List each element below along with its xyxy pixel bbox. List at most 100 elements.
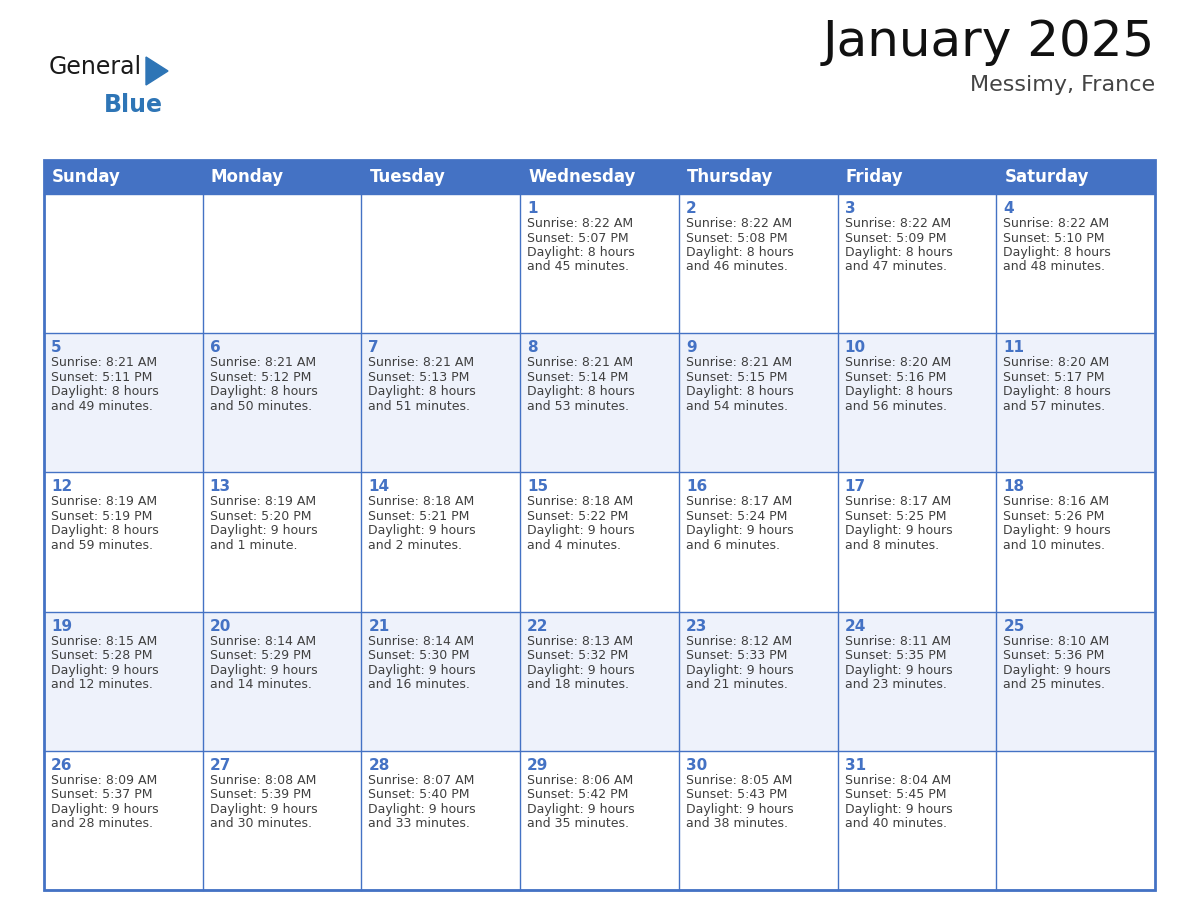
Text: 9: 9: [685, 341, 696, 355]
Text: Sunrise: 8:13 AM: Sunrise: 8:13 AM: [527, 634, 633, 647]
Text: Sunset: 5:07 PM: Sunset: 5:07 PM: [527, 231, 628, 244]
Text: 10: 10: [845, 341, 866, 355]
Text: Blue: Blue: [105, 93, 163, 117]
Bar: [44, 333, 1155, 473]
Text: 16: 16: [685, 479, 707, 495]
Text: Daylight: 9 hours: Daylight: 9 hours: [527, 803, 634, 816]
Text: and 51 minutes.: and 51 minutes.: [368, 399, 470, 413]
Bar: [520, 160, 678, 194]
Text: Sunset: 5:43 PM: Sunset: 5:43 PM: [685, 789, 788, 801]
Text: 3: 3: [845, 201, 855, 216]
Text: Sunrise: 8:07 AM: Sunrise: 8:07 AM: [368, 774, 475, 787]
Text: and 47 minutes.: and 47 minutes.: [845, 261, 947, 274]
Text: Daylight: 9 hours: Daylight: 9 hours: [368, 803, 476, 816]
Text: and 30 minutes.: and 30 minutes.: [210, 817, 311, 830]
Text: Daylight: 9 hours: Daylight: 9 hours: [845, 803, 953, 816]
Text: Daylight: 8 hours: Daylight: 8 hours: [210, 386, 317, 398]
Text: Sunset: 5:17 PM: Sunset: 5:17 PM: [1004, 371, 1105, 384]
Text: Tuesday: Tuesday: [369, 168, 446, 186]
Text: Daylight: 9 hours: Daylight: 9 hours: [685, 524, 794, 537]
Bar: [44, 160, 1155, 890]
Text: and 2 minutes.: and 2 minutes.: [368, 539, 462, 552]
Text: and 28 minutes.: and 28 minutes.: [51, 817, 153, 830]
Text: Daylight: 9 hours: Daylight: 9 hours: [210, 524, 317, 537]
Text: and 16 minutes.: and 16 minutes.: [368, 678, 470, 691]
Text: and 18 minutes.: and 18 minutes.: [527, 678, 630, 691]
Text: Sunrise: 8:22 AM: Sunrise: 8:22 AM: [1004, 217, 1110, 230]
Text: Sunrise: 8:08 AM: Sunrise: 8:08 AM: [210, 774, 316, 787]
Text: and 40 minutes.: and 40 minutes.: [845, 817, 947, 830]
Text: and 8 minutes.: and 8 minutes.: [845, 539, 939, 552]
Text: 25: 25: [1004, 619, 1025, 633]
Bar: [44, 751, 1155, 890]
Text: Sunrise: 8:19 AM: Sunrise: 8:19 AM: [210, 496, 316, 509]
Text: Sunset: 5:13 PM: Sunset: 5:13 PM: [368, 371, 469, 384]
Text: 6: 6: [210, 341, 221, 355]
Text: Daylight: 9 hours: Daylight: 9 hours: [210, 803, 317, 816]
Text: and 14 minutes.: and 14 minutes.: [210, 678, 311, 691]
Text: and 23 minutes.: and 23 minutes.: [845, 678, 947, 691]
Text: and 10 minutes.: and 10 minutes.: [1004, 539, 1105, 552]
Text: Sunrise: 8:10 AM: Sunrise: 8:10 AM: [1004, 634, 1110, 647]
Text: Sunrise: 8:18 AM: Sunrise: 8:18 AM: [527, 496, 633, 509]
Text: 28: 28: [368, 757, 390, 773]
Text: 21: 21: [368, 619, 390, 633]
Text: Sunrise: 8:18 AM: Sunrise: 8:18 AM: [368, 496, 475, 509]
Text: and 59 minutes.: and 59 minutes.: [51, 539, 153, 552]
Text: Sunset: 5:29 PM: Sunset: 5:29 PM: [210, 649, 311, 662]
Text: 7: 7: [368, 341, 379, 355]
Text: Sunset: 5:45 PM: Sunset: 5:45 PM: [845, 789, 946, 801]
Text: and 50 minutes.: and 50 minutes.: [210, 399, 311, 413]
Text: Sunset: 5:25 PM: Sunset: 5:25 PM: [845, 509, 946, 523]
Text: 1: 1: [527, 201, 538, 216]
Text: Daylight: 9 hours: Daylight: 9 hours: [368, 664, 476, 677]
Text: Sunrise: 8:09 AM: Sunrise: 8:09 AM: [51, 774, 157, 787]
Text: General: General: [49, 55, 143, 79]
Text: and 6 minutes.: and 6 minutes.: [685, 539, 779, 552]
Text: and 54 minutes.: and 54 minutes.: [685, 399, 788, 413]
Text: 4: 4: [1004, 201, 1013, 216]
Text: and 38 minutes.: and 38 minutes.: [685, 817, 788, 830]
Text: Sunrise: 8:05 AM: Sunrise: 8:05 AM: [685, 774, 792, 787]
Text: 26: 26: [51, 757, 72, 773]
Text: Daylight: 8 hours: Daylight: 8 hours: [685, 246, 794, 259]
Text: Saturday: Saturday: [1004, 168, 1088, 186]
Text: Daylight: 9 hours: Daylight: 9 hours: [1004, 524, 1111, 537]
Text: and 12 minutes.: and 12 minutes.: [51, 678, 153, 691]
Text: Sunrise: 8:22 AM: Sunrise: 8:22 AM: [845, 217, 950, 230]
Text: Daylight: 8 hours: Daylight: 8 hours: [527, 386, 634, 398]
Text: and 46 minutes.: and 46 minutes.: [685, 261, 788, 274]
Text: 2: 2: [685, 201, 696, 216]
Text: Sunset: 5:21 PM: Sunset: 5:21 PM: [368, 509, 469, 523]
Text: 8: 8: [527, 341, 538, 355]
Text: Sunrise: 8:20 AM: Sunrise: 8:20 AM: [1004, 356, 1110, 369]
Text: and 45 minutes.: and 45 minutes.: [527, 261, 630, 274]
Text: Daylight: 9 hours: Daylight: 9 hours: [527, 664, 634, 677]
Text: Sunset: 5:28 PM: Sunset: 5:28 PM: [51, 649, 152, 662]
Text: 17: 17: [845, 479, 866, 495]
Text: Sunrise: 8:16 AM: Sunrise: 8:16 AM: [1004, 496, 1110, 509]
Bar: [44, 611, 1155, 751]
Text: Sunset: 5:09 PM: Sunset: 5:09 PM: [845, 231, 946, 244]
Text: Sunrise: 8:14 AM: Sunrise: 8:14 AM: [210, 634, 316, 647]
Text: Daylight: 8 hours: Daylight: 8 hours: [368, 386, 476, 398]
Text: Sunrise: 8:12 AM: Sunrise: 8:12 AM: [685, 634, 792, 647]
Text: Friday: Friday: [846, 168, 903, 186]
Text: Sunset: 5:12 PM: Sunset: 5:12 PM: [210, 371, 311, 384]
Text: Daylight: 9 hours: Daylight: 9 hours: [51, 803, 159, 816]
Text: Monday: Monday: [210, 168, 284, 186]
Text: 18: 18: [1004, 479, 1024, 495]
Bar: [44, 473, 1155, 611]
Text: Thursday: Thursday: [687, 168, 773, 186]
Bar: [838, 160, 997, 194]
Text: Daylight: 9 hours: Daylight: 9 hours: [1004, 664, 1111, 677]
Text: Daylight: 8 hours: Daylight: 8 hours: [51, 386, 159, 398]
Text: Sunset: 5:22 PM: Sunset: 5:22 PM: [527, 509, 628, 523]
Text: Sunset: 5:32 PM: Sunset: 5:32 PM: [527, 649, 628, 662]
Text: Sunrise: 8:14 AM: Sunrise: 8:14 AM: [368, 634, 474, 647]
Text: 23: 23: [685, 619, 707, 633]
Text: 12: 12: [51, 479, 72, 495]
Text: Sunset: 5:16 PM: Sunset: 5:16 PM: [845, 371, 946, 384]
Text: and 53 minutes.: and 53 minutes.: [527, 399, 630, 413]
Text: 11: 11: [1004, 341, 1024, 355]
